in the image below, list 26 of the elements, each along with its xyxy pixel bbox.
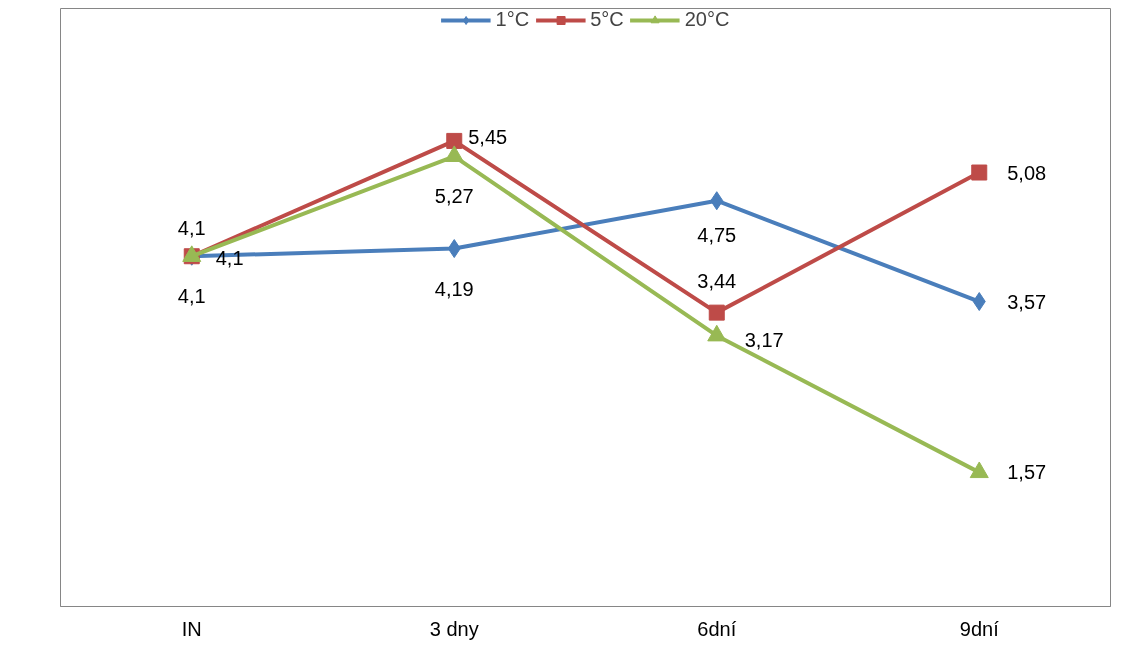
data-label: 4,75 [697, 223, 737, 246]
point [446, 132, 463, 149]
x-tick-label: 6dní [697, 617, 737, 640]
data-label: 5,08 [1007, 161, 1047, 184]
point [707, 324, 727, 342]
legend-label: 1°C [495, 8, 530, 31]
data-label: 4,19 [434, 277, 474, 300]
data-label: 3,17 [744, 328, 784, 351]
point [447, 239, 461, 259]
legend-label: 5°C [590, 8, 624, 31]
point [971, 164, 988, 181]
point [708, 304, 725, 321]
data-label: 1,57 [1007, 461, 1047, 484]
data-label: 5,45 [468, 125, 508, 148]
data-label: 4,1 [177, 217, 206, 240]
data-label: 3,57 [1007, 290, 1047, 313]
data-label: 4,1 [177, 285, 206, 308]
point [969, 461, 989, 479]
point [972, 292, 986, 312]
x-tick-label: 9dní [959, 617, 1000, 640]
x-tick-label: 3 dny [429, 617, 479, 640]
point [710, 191, 724, 211]
data-label: 5,27 [434, 185, 474, 208]
x-tick-label: IN [181, 617, 202, 640]
legend-label: 20°C [684, 8, 730, 31]
data-label: 3,44 [697, 269, 737, 292]
